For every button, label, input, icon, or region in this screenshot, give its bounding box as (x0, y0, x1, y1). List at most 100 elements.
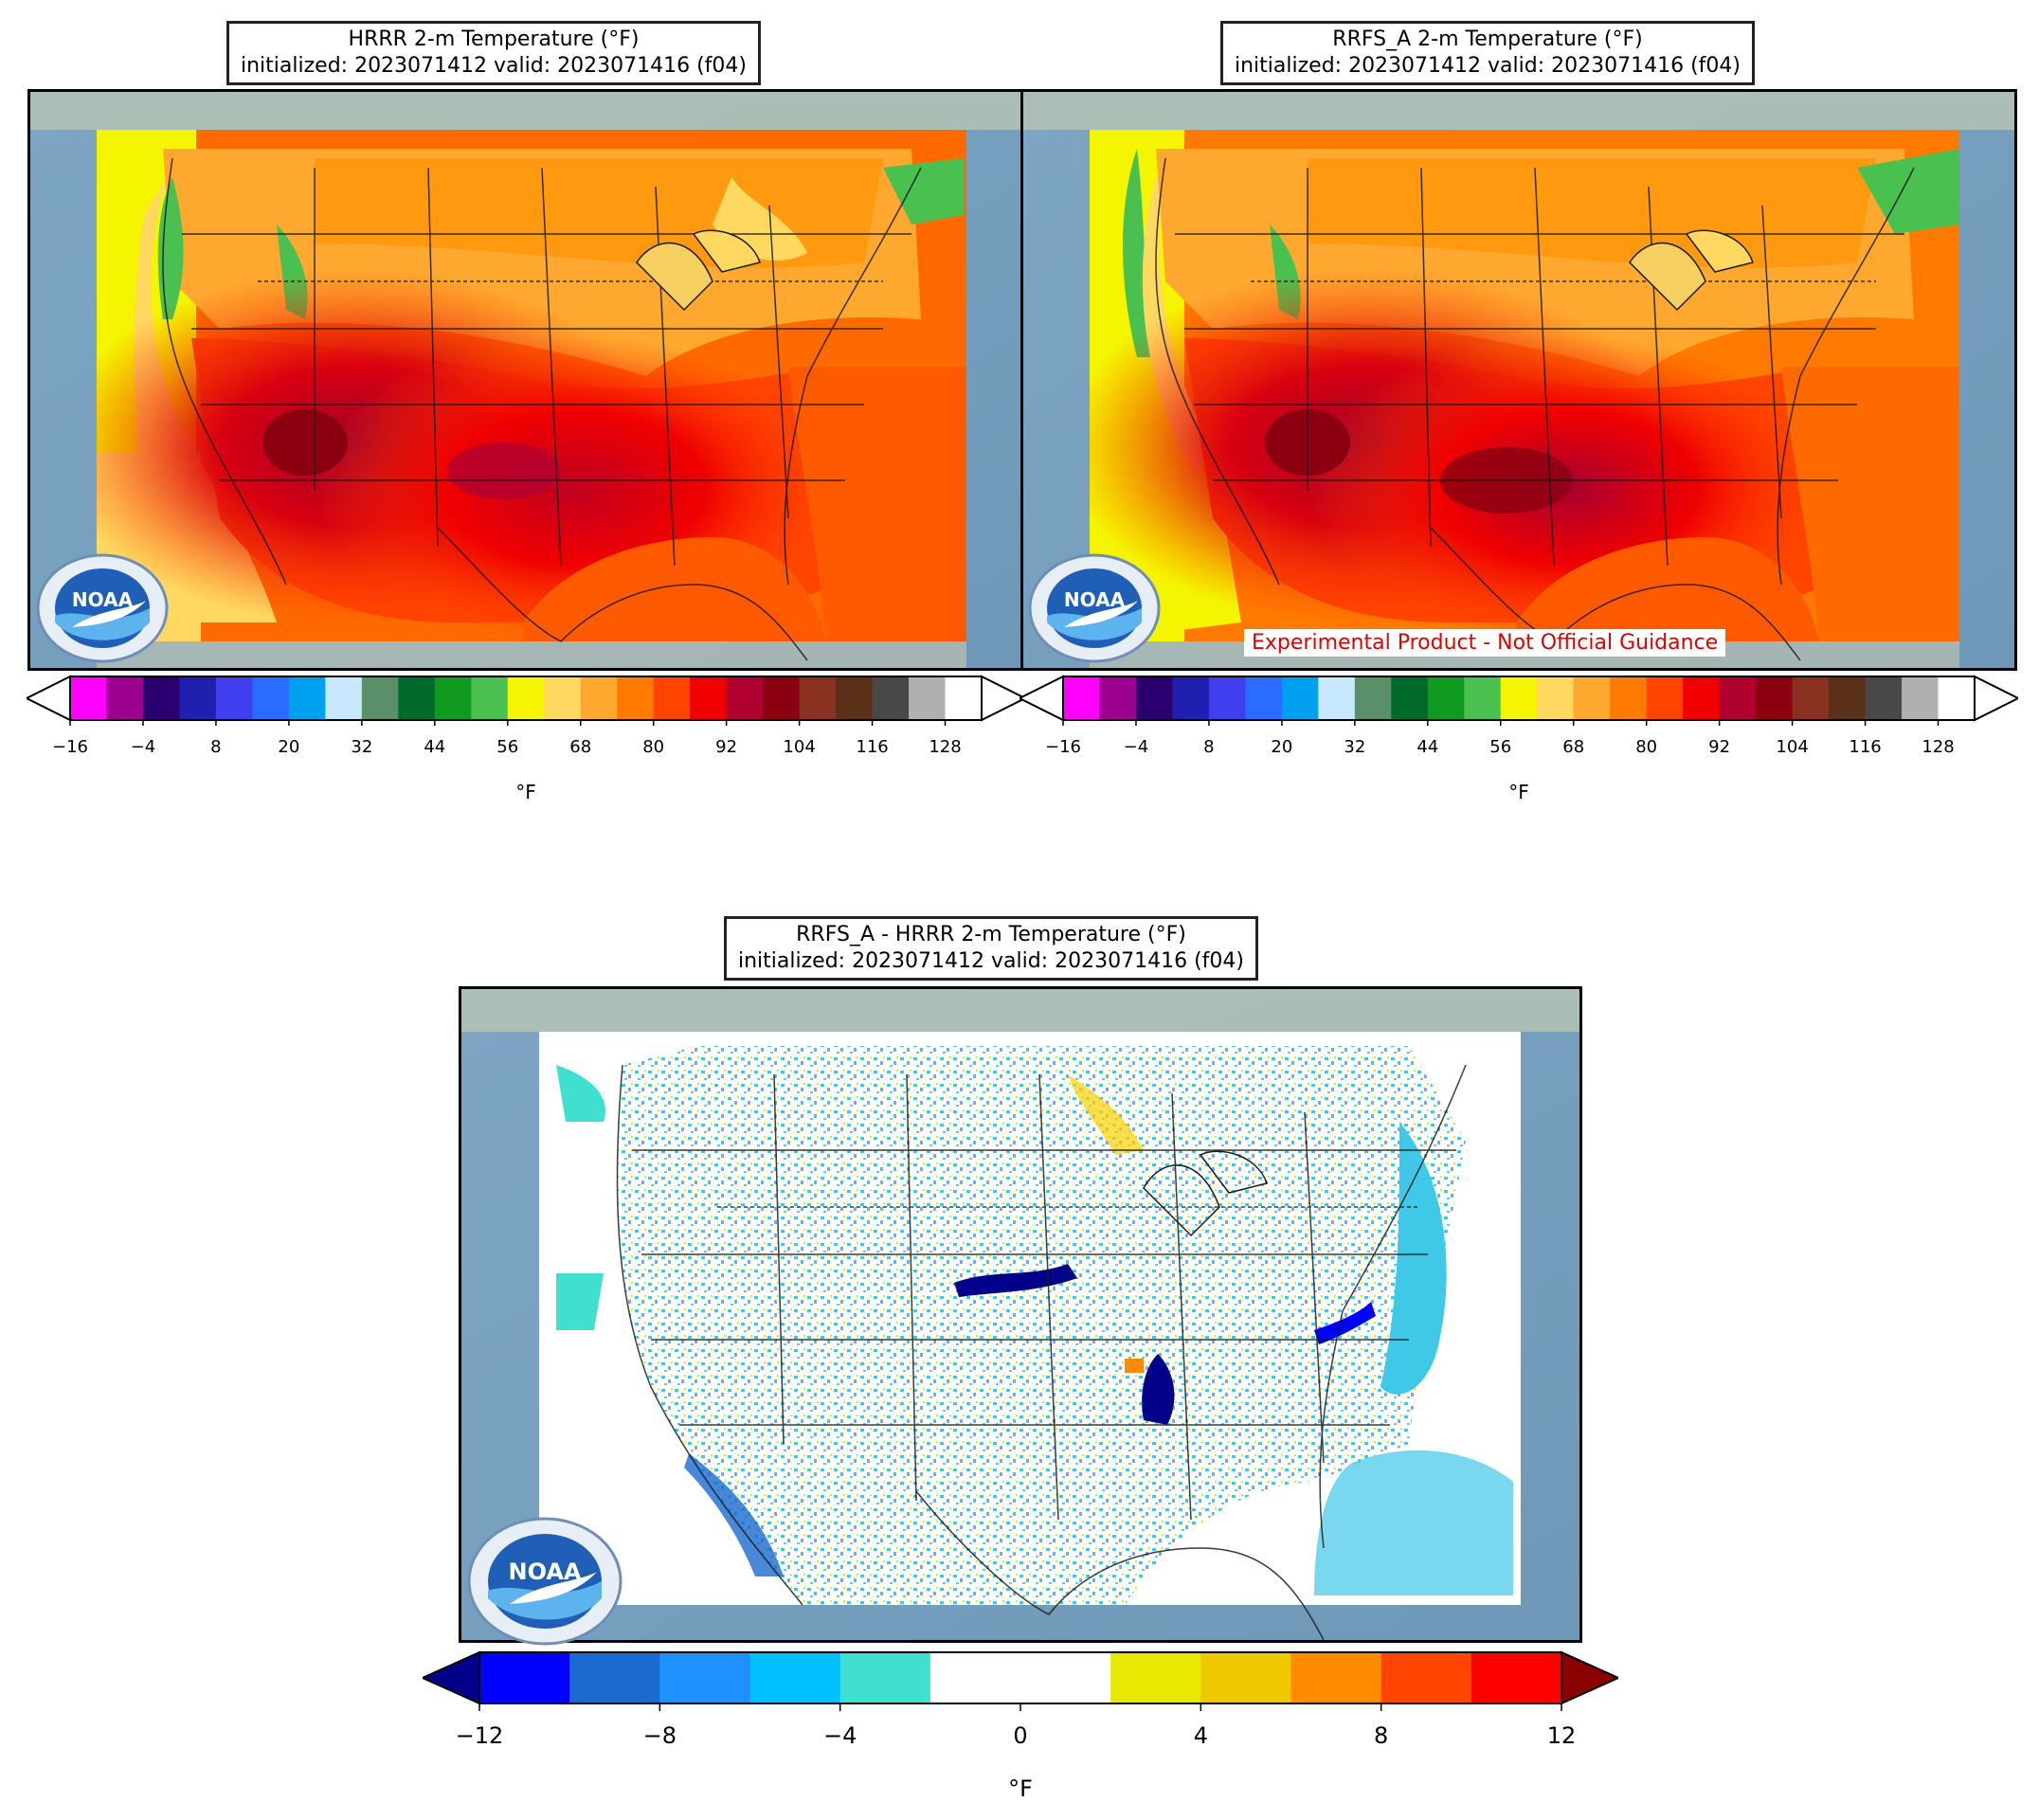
colorbar-swatch (1281, 676, 1319, 720)
colorbar-tick-label: 44 (424, 737, 446, 757)
diff-colorbar-tick-label: −8 (642, 1722, 677, 1749)
colorbar-swatch (945, 676, 983, 720)
colorbar-swatch (507, 676, 545, 720)
colorbar-swatch (1938, 676, 1976, 720)
diff-colorbar-swatch (749, 1652, 841, 1703)
colorbar-tick-label: 32 (1344, 737, 1366, 757)
colorbar-tick-label: −4 (1123, 737, 1149, 757)
colorbar-tick-label: 44 (1416, 737, 1439, 757)
colorbar-swatch (1537, 676, 1575, 720)
colorbar-under-arrow (1017, 675, 1064, 722)
diff-map (459, 986, 1582, 1643)
rrfs-title: RRFS_A 2-m Temperature (°F) initialized:… (1220, 21, 1755, 85)
diff-colorbar-tick-label: 4 (1193, 1722, 1208, 1749)
rrfs-colorbar: −16 −4 8 20 32 44 56 68 80 92 104 116 128 °F (1017, 675, 2021, 817)
colorbar-swatch (1318, 676, 1356, 720)
colorbar-swatch (434, 676, 472, 720)
colorbar-swatch (836, 676, 874, 720)
colorbar-tick-label: 8 (210, 737, 222, 757)
colorbar-over-arrow (1974, 675, 2021, 722)
colorbar-swatch (1063, 676, 1100, 720)
diff-colorbar-swatch (1200, 1652, 1291, 1703)
colorbar-swatch (398, 676, 436, 720)
colorbar-swatch (1464, 676, 1502, 720)
noaa-logo-text: NOAA (72, 588, 134, 611)
colorbar-swatch (1865, 676, 1903, 720)
colorbar-tick-label: 56 (496, 737, 519, 757)
colorbar-tick-label: −16 (1045, 737, 1081, 757)
colorbar-tick-label: 128 (1922, 737, 1955, 757)
colorbar-swatch (763, 676, 801, 720)
colorbar-swatch (1391, 676, 1429, 720)
colorbar-tick-label: 20 (1271, 737, 1293, 757)
colorbar-tick-label: 8 (1203, 737, 1215, 757)
colorbar-swatch (1902, 676, 1940, 720)
colorbar-swatch (1683, 676, 1721, 720)
colorbar-swatch (617, 676, 655, 720)
diff-colorbar-tick-label: 8 (1374, 1722, 1389, 1749)
colorbar-tick-label: −4 (130, 737, 156, 757)
diff-title-line1: RRFS_A - HRRR 2-m Temperature (°F) (796, 923, 1186, 946)
diff-title: RRFS_A - HRRR 2-m Temperature (°F) initi… (724, 916, 1258, 981)
colorbar-swatch (106, 676, 144, 720)
diff-colorbar-tick-label: −4 (822, 1722, 857, 1749)
hrrr-title: HRRR 2-m Temperature (°F) initialized: 2… (226, 21, 761, 85)
colorbar-swatch (580, 676, 618, 720)
hrrr-title-line2: initialized: 2023071412 valid: 202307141… (241, 54, 747, 78)
colorbar-swatch (361, 676, 399, 720)
hrrr-colorbar: −16 −4 8 20 32 44 56 68 80 92 104 116 128 °F (24, 675, 1028, 817)
rrfs-title-line2: initialized: 2023071412 valid: 202307141… (1235, 54, 1741, 78)
diff-colorbar-swatch (659, 1652, 750, 1703)
colorbar-swatch (544, 676, 582, 720)
noaa-logo-hrrr: NOAA (36, 553, 169, 663)
diff-colorbar: −12 −8 −4 0 4 8 12 °F (420, 1650, 1621, 1816)
diff-colorbar-swatch (929, 1652, 1021, 1703)
colorbar-tick-label: 32 (351, 737, 373, 757)
rrfs-title-line1: RRFS_A 2-m Temperature (°F) (1332, 27, 1643, 51)
colorbar-swatch (471, 676, 509, 720)
colorbar-swatch (690, 676, 728, 720)
colorbar-swatch (252, 676, 290, 720)
diff-title-line2: initialized: 2023071412 valid: 202307141… (738, 949, 1244, 973)
colorbar-tick-label: 116 (1849, 737, 1882, 757)
rrfs-colorbar-unit: °F (1508, 781, 1529, 803)
hrrr-title-line1: HRRR 2-m Temperature (°F) (348, 27, 640, 51)
colorbar-swatch (1500, 676, 1538, 720)
rrfs-colorbar-svg (1017, 675, 2021, 726)
hrrr-colorbar-unit: °F (515, 781, 536, 803)
colorbar-swatch (872, 676, 910, 720)
colorbar-swatch (215, 676, 253, 720)
diff-colorbar-over-arrow (1561, 1650, 1621, 1705)
colorbar-swatch (70, 676, 107, 720)
diff-colorbar-swatch (1380, 1652, 1472, 1703)
noaa-logo-text: NOAA (509, 1559, 582, 1585)
diff-colorbar-swatch (1471, 1652, 1562, 1703)
colorbar-swatch (1354, 676, 1392, 720)
diff-colorbar-tick-label: 12 (1546, 1722, 1577, 1749)
colorbar-tick-label: 20 (278, 737, 300, 757)
colorbar-swatch (325, 676, 363, 720)
colorbar-tick-label: 92 (715, 737, 738, 757)
colorbar-swatch (1573, 676, 1611, 720)
colorbar-tick-label: 104 (1776, 737, 1809, 757)
hrrr-map (27, 89, 1024, 671)
colorbar-swatch (1756, 676, 1794, 720)
colorbar-swatch (1245, 676, 1283, 720)
rrfs-map (1020, 89, 2017, 671)
colorbar-swatch (1719, 676, 1757, 720)
diff-colorbar-swatch (839, 1652, 931, 1703)
diff-colorbar-swatch (479, 1652, 570, 1703)
diff-colorbar-swatch (1020, 1652, 1111, 1703)
colorbar-tick-label: 80 (642, 737, 665, 757)
hrrr-colorbar-svg (24, 675, 1028, 726)
noaa-logo-diff: NOAA (467, 1517, 623, 1646)
colorbar-under-arrow (24, 675, 71, 722)
colorbar-tick-label: 92 (1708, 737, 1731, 757)
colorbar-swatch (142, 676, 180, 720)
colorbar-swatch (1646, 676, 1684, 720)
colorbar-swatch (179, 676, 217, 720)
diff-colorbar-swatch (569, 1652, 660, 1703)
colorbar-swatch (1427, 676, 1465, 720)
colorbar-swatch (1099, 676, 1137, 720)
experimental-disclaimer: Experimental Product - Not Official Guid… (1244, 629, 1726, 657)
